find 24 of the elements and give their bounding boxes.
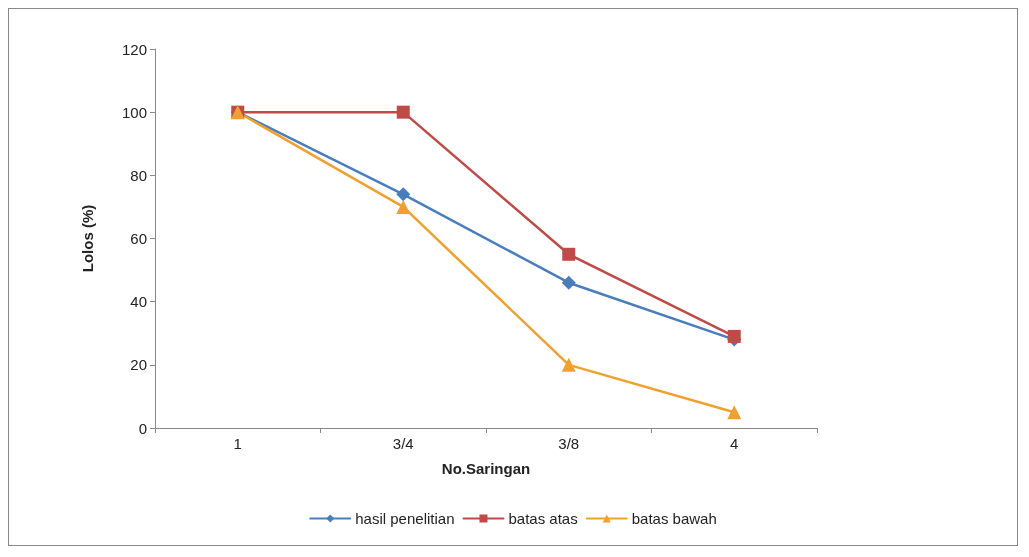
legend-label: hasil penelitian (355, 510, 455, 527)
y-axis-title: Lolos (%) (79, 204, 96, 273)
legend-label: batas atas (508, 510, 578, 527)
point (396, 187, 411, 202)
x-tick-label: 3/4 (392, 435, 414, 452)
y-tick-label: 80 (130, 166, 147, 184)
x-tick-label: 1 (233, 435, 242, 452)
y-tick-label: 60 (130, 230, 147, 247)
y-tick-label: 100 (121, 103, 147, 121)
legend-label: batas bawah (631, 510, 717, 527)
point (561, 357, 576, 372)
y-tick-label: 40 (130, 293, 147, 311)
x-tick-label: 3/8 (558, 435, 580, 452)
point (561, 275, 576, 290)
x-tick-label: 4 (730, 435, 739, 452)
point (396, 199, 411, 214)
y-tick-label: 0 (138, 419, 147, 437)
point (562, 247, 576, 261)
point (727, 329, 741, 343)
y-tick-label: 20 (130, 356, 147, 374)
y-tick-label: 120 (121, 40, 147, 58)
point (396, 105, 410, 119)
point (727, 405, 742, 420)
x-axis-title: No.Saringan (441, 460, 531, 477)
